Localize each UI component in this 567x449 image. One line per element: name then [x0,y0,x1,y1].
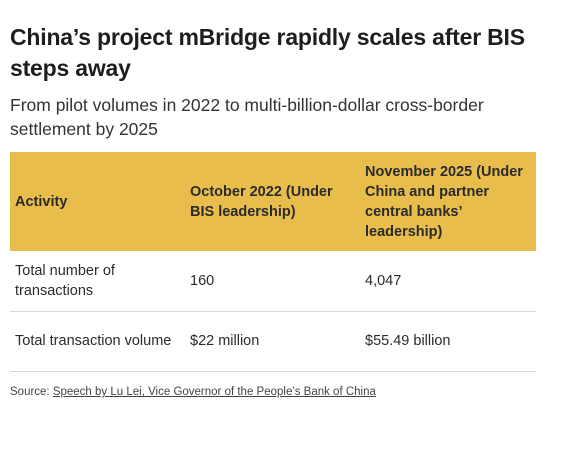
table-header-row: Activity October 2022 (Under BIS leaders… [10,152,536,251]
table-cell-activity: Total transaction volume [15,333,172,349]
table-row: Total transaction volume $22 million $55… [10,311,536,371]
table-cell-november-2025: 4,047 [365,272,402,289]
table-cell-october-2022: $22 million [190,333,260,349]
table-row: Total number of transactions 160 4,047 [10,251,536,311]
chart-subtitle: From pilot volumes in 2022 to multi-bill… [10,95,484,139]
column-header-october-2022: October 2022 (Under BIS leadership) [190,183,333,220]
chart-title: China’s project mBridge rapidly scales a… [10,24,525,81]
table-cell-activity: Total number of transactions [15,262,115,299]
data-table: Activity October 2022 (Under BIS leaders… [10,152,536,372]
table-cell-november-2025: $55.49 billion [365,333,451,349]
source-link[interactable]: Speech by Lu Lei, Vice Governor of the P… [52,386,376,398]
table-cell-october-2022: 160 [190,272,215,289]
column-header-november-2025: November 2025 (Under China and partner c… [365,163,523,240]
column-header-activity: Activity [15,193,68,210]
source-prefix: Source: [10,386,53,398]
source-note: Source: Speech by Lu Lei, Vice Governor … [10,386,376,398]
